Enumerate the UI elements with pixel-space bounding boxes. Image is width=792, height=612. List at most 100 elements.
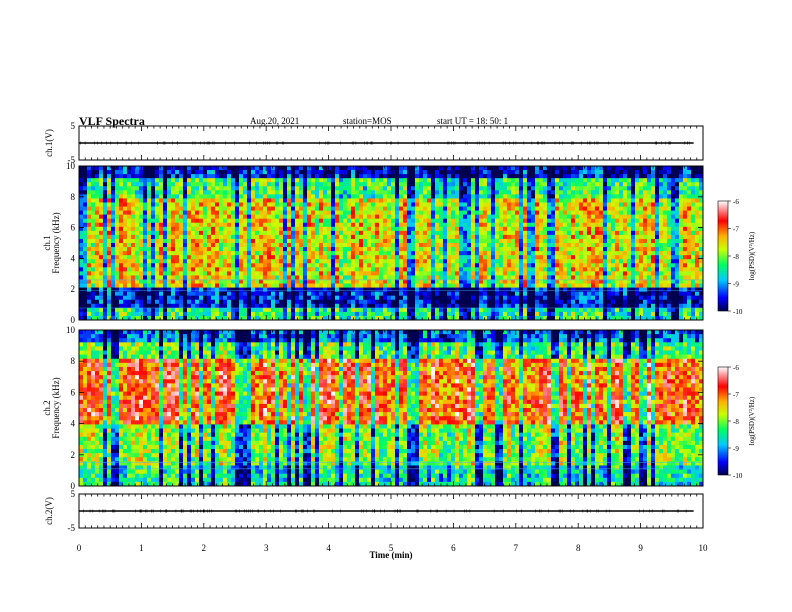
spectrogram-cell xyxy=(371,210,376,216)
spectrogram-cell xyxy=(479,259,484,264)
spectrogram-cell xyxy=(171,226,176,232)
spectrogram-cell xyxy=(547,303,552,309)
spectrogram-cell xyxy=(187,234,192,240)
spectrogram-cell xyxy=(447,247,452,252)
spectrogram-cell xyxy=(579,186,584,191)
spectrogram-cell xyxy=(439,182,444,187)
spectrogram-cell xyxy=(387,210,392,216)
spectrogram-cell xyxy=(187,186,192,191)
spectrogram-cell xyxy=(327,178,332,183)
spectrogram-cell xyxy=(587,234,592,240)
spectrogram-cell xyxy=(511,303,516,309)
spectrogram-cell xyxy=(387,291,392,297)
spectrogram-cell xyxy=(171,263,176,268)
spectrogram-cell xyxy=(479,243,484,248)
spectrogram-cell xyxy=(359,190,364,195)
spectrogram-cell xyxy=(367,263,372,268)
spectrogram-cell xyxy=(203,234,208,240)
spectrogram-cell xyxy=(79,299,84,305)
spectrogram-cell xyxy=(583,186,588,191)
spectrogram-cell xyxy=(315,230,320,236)
spectrogram-cell xyxy=(215,182,220,187)
spectrogram-cell xyxy=(543,226,548,232)
spectrogram-cell xyxy=(243,303,248,309)
spectrogram-cell xyxy=(543,251,548,256)
spectrogram-cell xyxy=(391,190,396,195)
spectrogram-cell xyxy=(135,307,140,313)
spectrogram-cell xyxy=(571,279,576,284)
spectrogram-cell xyxy=(339,247,344,252)
spectrogram-cell xyxy=(307,174,312,179)
spectrogram-cell xyxy=(203,263,208,268)
spectrogram-cell xyxy=(343,299,348,305)
spectrogram-cell xyxy=(199,315,204,321)
spectrogram-cell xyxy=(487,238,492,244)
spectrogram-cell xyxy=(131,247,136,252)
spectrogram-cell xyxy=(443,174,448,179)
spectrogram-cell xyxy=(399,202,404,207)
spectrogram-cell xyxy=(87,230,92,236)
spectrogram-cell xyxy=(191,251,196,256)
spectrogram-cell xyxy=(595,194,600,199)
spectrogram-cell xyxy=(319,186,324,191)
spectrogram-cell xyxy=(467,307,472,313)
spectrogram-cell xyxy=(103,283,108,288)
spectrogram-cell xyxy=(115,295,120,301)
spectrogram-cell xyxy=(431,198,436,203)
spectrogram-cell xyxy=(383,210,388,216)
spectrogram-cell xyxy=(547,267,552,272)
spectrogram-cell xyxy=(487,299,492,305)
spectrogram-cell xyxy=(407,202,412,207)
spectrogram-cell xyxy=(575,263,580,268)
spectrogram-cell xyxy=(495,283,500,288)
spectrogram-cell xyxy=(511,283,516,288)
spectrogram-cell xyxy=(455,214,460,220)
spectrogram-cell xyxy=(439,190,444,195)
spectrogram-cell xyxy=(367,206,372,211)
spectrogram-cell xyxy=(239,243,244,248)
spectrogram-cell xyxy=(551,299,556,305)
spectrogram-cell xyxy=(367,299,372,305)
spectrogram-cell xyxy=(579,259,584,264)
spectrogram-cell xyxy=(171,303,176,309)
spectrogram-cell xyxy=(171,251,176,256)
spectrogram-cell xyxy=(91,251,96,256)
spectrogram-cell xyxy=(319,283,324,288)
spectrogram-cell xyxy=(215,214,220,220)
spectrogram-cell xyxy=(331,166,336,171)
spectrogram-cell xyxy=(531,202,536,207)
spectrogram-cell xyxy=(147,315,152,321)
spectrogram-cell xyxy=(319,263,324,268)
spectrogram-cell xyxy=(547,247,552,252)
spectrogram-cell xyxy=(567,178,572,183)
spectrogram-cell xyxy=(399,271,404,276)
spectrogram-cell xyxy=(271,279,276,284)
spectrogram-cell xyxy=(147,174,152,179)
spectrogram-cell xyxy=(347,186,352,191)
spectrogram-cell xyxy=(459,230,464,236)
spectrogram-cell xyxy=(539,287,544,293)
spectrogram-cell xyxy=(155,283,160,288)
spectrogram-cell xyxy=(211,303,216,309)
spectrogram-cell xyxy=(119,291,124,297)
spectrogram-cell xyxy=(415,202,420,207)
spectrogram-cell xyxy=(195,307,200,313)
spectrogram-cell xyxy=(383,238,388,244)
spectrogram-cell xyxy=(591,234,596,240)
spectrogram-cell xyxy=(171,275,176,280)
spectrogram-cell xyxy=(527,291,532,297)
spectrogram-cell xyxy=(271,222,276,228)
spectrogram-cell xyxy=(431,234,436,240)
spectrogram-cell xyxy=(303,222,308,228)
spectrogram-cell xyxy=(419,315,424,321)
spectrogram-cell xyxy=(391,267,396,272)
spectrogram-cell xyxy=(275,243,280,248)
spectrogram-cell xyxy=(467,190,472,195)
spectrogram-cell xyxy=(599,303,604,309)
spectrogram-cell xyxy=(131,226,136,232)
spectrogram-cell xyxy=(515,234,520,240)
spectrogram-cell xyxy=(319,190,324,195)
spectrogram-cell xyxy=(375,166,380,171)
spectrogram-cell xyxy=(375,178,380,183)
spectrogram-cell xyxy=(423,190,428,195)
